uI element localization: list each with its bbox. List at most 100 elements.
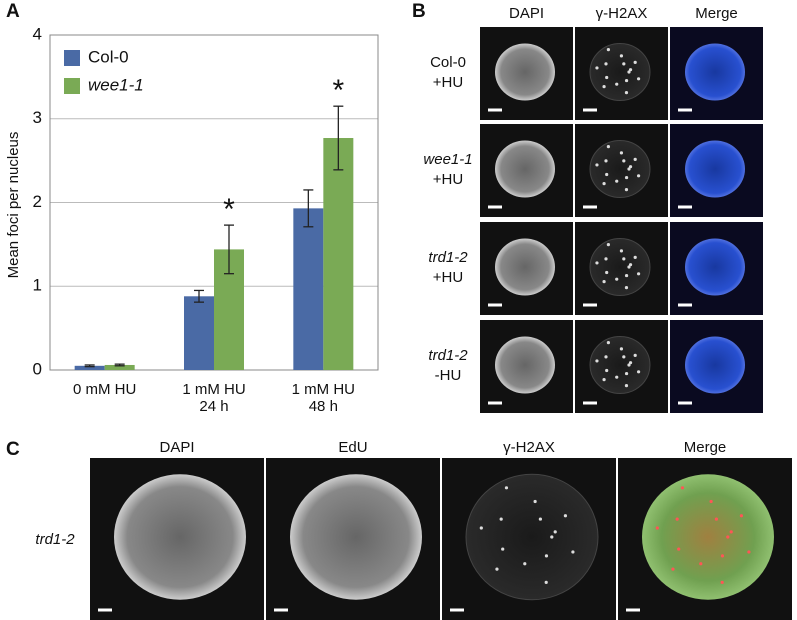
- nucleus: [589, 140, 651, 198]
- legend-swatch: [64, 50, 80, 66]
- focus: [671, 567, 675, 571]
- focus: [628, 68, 633, 72]
- focus: [720, 554, 725, 558]
- bar: [323, 138, 354, 370]
- micrograph: [480, 27, 573, 120]
- significance-label: *: [332, 74, 344, 107]
- micrograph: [480, 222, 573, 315]
- column-header: γ-H2AX: [503, 439, 555, 456]
- focus: [615, 277, 619, 281]
- focus: [604, 355, 608, 359]
- bar: [104, 364, 135, 370]
- bar: [293, 208, 324, 370]
- micrograph: [266, 458, 440, 620]
- focus: [633, 353, 637, 357]
- focus: [675, 517, 679, 521]
- row-treatment: +HU: [433, 269, 463, 286]
- focus: [636, 370, 641, 374]
- focus: [605, 368, 609, 373]
- focus: [627, 265, 631, 269]
- y-tick-label: 2: [33, 192, 42, 211]
- micrograph: [670, 124, 763, 217]
- row-label: trd1-2: [35, 531, 75, 548]
- error-bar: [224, 224, 234, 275]
- micrograph: [575, 222, 668, 315]
- row-treatment: +HU: [433, 74, 463, 91]
- focus: [624, 273, 629, 278]
- focus: [619, 249, 624, 253]
- x-tick-label: 0 mM HU: [73, 381, 136, 398]
- nucleus: [465, 473, 599, 601]
- focus: [624, 371, 629, 376]
- focus: [699, 562, 703, 566]
- focus: [636, 174, 641, 178]
- micrograph: [480, 124, 573, 217]
- focus: [523, 562, 527, 566]
- row-treatment: +HU: [433, 171, 463, 188]
- focus: [628, 361, 633, 365]
- focus: [726, 535, 730, 539]
- column-header: Merge: [695, 5, 738, 22]
- micrograph: [575, 27, 668, 120]
- focus: [499, 517, 503, 521]
- focus: [619, 54, 624, 58]
- legend-swatch: [64, 78, 80, 94]
- micrograph: [670, 320, 763, 413]
- micrograph: [90, 458, 264, 620]
- legend-label: Col-0: [88, 47, 129, 66]
- focus: [624, 188, 629, 192]
- y-tick-label: 3: [33, 108, 42, 127]
- nucleus: [642, 474, 774, 600]
- focus: [720, 580, 724, 584]
- nucleus: [685, 43, 745, 101]
- focus: [550, 535, 554, 539]
- focus: [619, 347, 624, 351]
- focus: [615, 82, 619, 86]
- nucleus: [589, 238, 651, 296]
- focus: [504, 486, 509, 490]
- focus: [605, 270, 609, 275]
- focus: [627, 363, 631, 367]
- focus: [677, 547, 681, 551]
- micrograph: [670, 27, 763, 120]
- focus: [605, 172, 609, 177]
- nucleus: [495, 140, 555, 198]
- micrograph: [480, 320, 573, 413]
- focus: [606, 341, 610, 345]
- focus: [602, 181, 606, 186]
- legend-label: wee1-1: [88, 75, 144, 94]
- y-axis-label: Mean foci per nucleus: [5, 132, 22, 279]
- nucleus: [589, 43, 651, 101]
- focus: [615, 179, 619, 183]
- focus: [628, 165, 633, 169]
- focus: [595, 261, 599, 265]
- focus: [538, 517, 542, 521]
- focus: [624, 91, 629, 95]
- focus: [622, 62, 626, 66]
- focus: [606, 48, 610, 52]
- significance-label: *: [223, 193, 235, 226]
- panel-label: A: [6, 1, 20, 22]
- micrograph: [575, 124, 668, 217]
- focus: [633, 255, 637, 259]
- panel-label: C: [6, 439, 20, 460]
- focus: [628, 263, 633, 267]
- focus: [619, 151, 624, 155]
- row-treatment: -HU: [435, 367, 462, 384]
- focus: [622, 159, 626, 163]
- focus: [624, 384, 629, 388]
- column-header: EdU: [338, 439, 367, 456]
- focus: [739, 514, 744, 518]
- focus: [655, 526, 659, 530]
- x-tick-label: 1 mM HU 24 h: [182, 381, 245, 415]
- nucleus: [114, 474, 246, 600]
- focus: [624, 286, 629, 290]
- nucleus: [290, 474, 422, 600]
- error-bar: [333, 105, 344, 171]
- focus: [595, 66, 599, 70]
- panel-label: B: [412, 1, 426, 22]
- focus: [595, 163, 599, 167]
- focus: [714, 517, 718, 521]
- focus: [604, 257, 608, 261]
- focus: [563, 514, 568, 518]
